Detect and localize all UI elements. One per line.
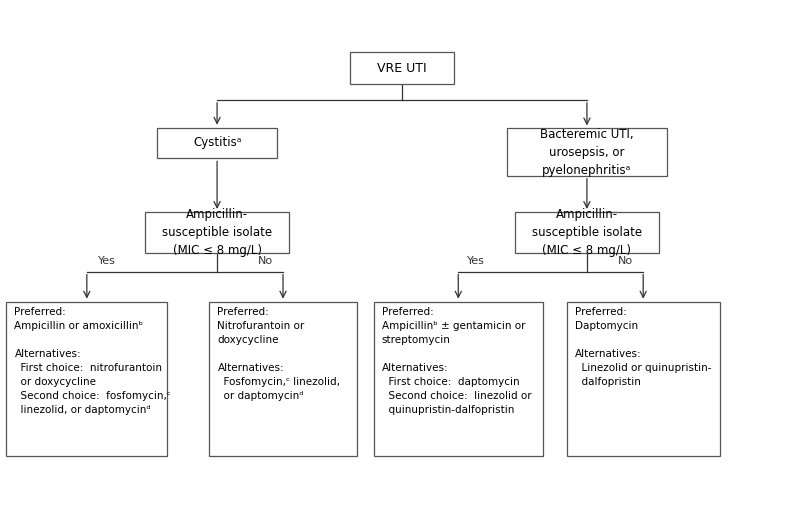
Text: Ampicillin-
susceptible isolate
(MIC ≤ 8 mg/L): Ampicillin- susceptible isolate (MIC ≤ 8… [532,208,641,257]
Text: Preferred:
Nitrofurantoin or
doxycycline

Alternatives:
  Fosfomycin,ᶜ linezolid: Preferred: Nitrofurantoin or doxycycline… [217,308,340,401]
Text: No: No [618,256,632,266]
FancyBboxPatch shape [506,128,666,176]
Text: Ampicillin-
susceptible isolate
(MIC ≤ 8 mg/L): Ampicillin- susceptible isolate (MIC ≤ 8… [162,208,271,257]
FancyBboxPatch shape [566,301,719,455]
FancyBboxPatch shape [349,52,454,84]
Text: Preferred:
Daptomycin

Alternatives:
  Linezolid or quinupristin-
  dalfopristin: Preferred: Daptomycin Alternatives: Line… [574,308,711,387]
FancyBboxPatch shape [373,301,542,455]
FancyBboxPatch shape [145,212,289,253]
Text: Medscape: Medscape [10,8,96,23]
Text: Cystitisᵃ: Cystitisᵃ [193,136,241,149]
Text: Bacteremic UTI,
urosepsis, or
pyelonephritisᵃ: Bacteremic UTI, urosepsis, or pyelonephr… [540,128,633,176]
Text: Yes: Yes [98,256,116,266]
FancyBboxPatch shape [6,301,167,455]
FancyBboxPatch shape [209,301,356,455]
Text: Preferred:
Ampicillin or amoxicillinᵇ

Alternatives:
  First choice:  nitrofuran: Preferred: Ampicillin or amoxicillinᵇ Al… [14,308,171,416]
Text: Preferred:
Ampicillinᵇ ± gentamicin or
streptomycin

Alternatives:
  First choic: Preferred: Ampicillinᵇ ± gentamicin or s… [381,308,531,416]
FancyBboxPatch shape [157,128,277,158]
Text: Source: Pharmacotherapy © 2010 Pharmacotherapy Publications: Source: Pharmacotherapy © 2010 Pharmacot… [454,496,795,506]
Text: No: No [258,256,272,266]
FancyBboxPatch shape [514,212,658,253]
Text: Yes: Yes [467,256,484,266]
Text: VRE UTI: VRE UTI [377,62,426,75]
